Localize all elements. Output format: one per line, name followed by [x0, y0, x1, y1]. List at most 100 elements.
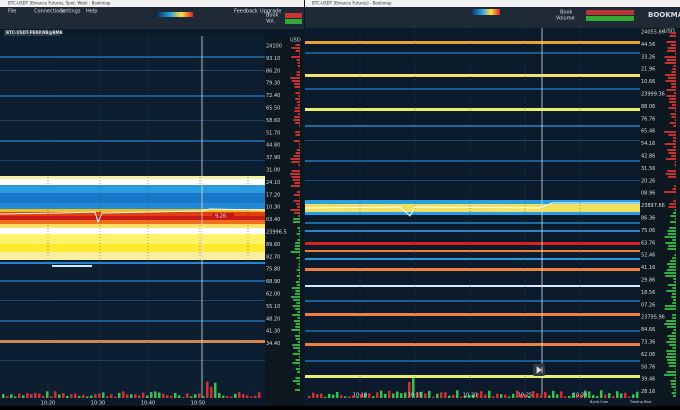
book-bar [667, 371, 676, 373]
book-bar [297, 311, 300, 313]
time-label: 10:20 [41, 401, 55, 407]
menu-item[interactable]: Settings [60, 9, 81, 15]
book-bar [291, 209, 300, 211]
book-bar [295, 122, 300, 124]
book-bar [674, 281, 676, 283]
book-bar [668, 230, 676, 232]
book-bar [675, 209, 676, 211]
book-bar [675, 53, 676, 55]
volume-bar [222, 396, 225, 398]
volume-bar [596, 396, 599, 398]
volume-bar [186, 393, 189, 398]
time-label: 10:30 [91, 401, 105, 407]
book-bar [664, 191, 676, 193]
book-bar [673, 137, 676, 139]
book-bar [298, 164, 300, 166]
volume-bar [444, 392, 447, 398]
book-bar [296, 152, 300, 154]
heat-band [0, 120, 265, 121]
book-bar [669, 98, 676, 100]
book-bar [666, 158, 676, 160]
time-label: 10:10 [353, 393, 367, 399]
book-bar [295, 86, 300, 88]
volume-bar [488, 391, 491, 398]
book-bar [664, 374, 676, 376]
book-bar [295, 290, 300, 292]
book-bar [665, 242, 676, 244]
book-bar [296, 338, 300, 340]
volume-bar [150, 392, 153, 398]
menu-item[interactable]: Help [86, 9, 97, 15]
volume-bar [242, 394, 245, 398]
book-bar [669, 35, 676, 37]
book-bar [673, 212, 676, 214]
price-label: 86.20 [266, 68, 280, 74]
book-bar [667, 50, 676, 52]
heat-band [305, 212, 640, 215]
book-bar [296, 71, 300, 73]
volume-bar [90, 396, 93, 398]
vol-indicator [285, 19, 302, 24]
heat-band [0, 95, 265, 97]
book-bar [295, 245, 300, 247]
menu-item[interactable]: Upgrade [260, 9, 281, 15]
volume-bar [170, 396, 173, 398]
book-bar [668, 248, 676, 250]
book-bar [295, 389, 300, 391]
price-label: 29.86 [641, 278, 655, 284]
volume-bar [396, 391, 399, 398]
heat-band [305, 222, 640, 224]
volume-bar [98, 393, 101, 398]
volume-bar [118, 393, 121, 398]
book-bar [668, 335, 676, 337]
book-bar [296, 50, 300, 52]
book-bar [297, 371, 300, 373]
book-bar [669, 101, 676, 103]
book-bar [667, 41, 676, 43]
heat-band [0, 280, 265, 282]
book-bar [670, 215, 676, 217]
price-label: 84.66 [641, 327, 655, 333]
price-label: 82.70 [266, 254, 280, 260]
book-bar [669, 227, 676, 229]
heat-band [0, 185, 265, 193]
price-label: 23795.96 [641, 315, 665, 321]
book-bar [664, 272, 676, 274]
volume-bar [102, 392, 105, 398]
heat-band [0, 179, 265, 185]
volume-bar [6, 396, 9, 398]
current-price: 9.26 [215, 214, 226, 220]
volume-bar [560, 391, 563, 398]
book-bar [668, 362, 676, 364]
book-bar [293, 218, 300, 220]
volume-bar [452, 395, 455, 398]
volume-bar [166, 395, 169, 398]
book-bar [299, 89, 300, 91]
book-bar [297, 383, 300, 385]
menu-item[interactable]: Feedback [234, 9, 258, 15]
book-bar [297, 206, 300, 208]
volume-bar [114, 397, 117, 398]
volume-bar [34, 393, 37, 398]
book-bar [294, 182, 300, 184]
heat-band [0, 220, 265, 224]
heat-band [305, 230, 640, 232]
volume-bar [182, 397, 185, 398]
price-label: 18.56 [641, 290, 655, 296]
tab-label[interactable]: BTC-USDT-PERP.NB@BMB [6, 30, 63, 35]
book-bar [297, 149, 300, 151]
volume-bar [428, 391, 431, 398]
heat-band [0, 56, 265, 58]
book-bar [297, 101, 300, 103]
volume-bar [368, 393, 371, 398]
book-bar [299, 236, 300, 238]
price-label: 73.36 [641, 340, 655, 346]
volume-bar [122, 391, 125, 398]
book-bar [298, 104, 300, 106]
book-bar [671, 44, 676, 46]
price-label: 72.40 [266, 93, 280, 99]
status: Bybit.Com [590, 400, 609, 404]
menu-item[interactable]: File [8, 9, 16, 15]
book-bar [297, 275, 300, 277]
book-bar [668, 107, 676, 109]
